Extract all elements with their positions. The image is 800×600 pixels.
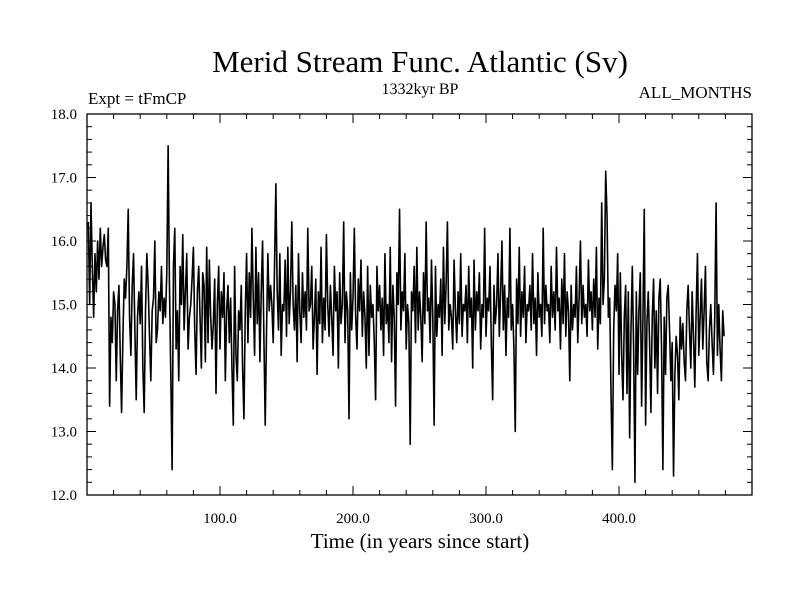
y-tick-label: 18.0 — [51, 107, 77, 123]
plot-frame — [86, 113, 753, 496]
months-label: ALL_MONTHS — [639, 83, 752, 102]
x-tick-label: 100.0 — [203, 511, 237, 527]
chart-title: Merid Stream Func. Atlantic (Sv) — [212, 44, 628, 79]
series-line — [87, 144, 725, 484]
y-tick-label: 14.0 — [51, 361, 77, 377]
y-tick-label: 17.0 — [51, 171, 77, 187]
period-label: 1332kyr BP — [382, 81, 459, 98]
y-tick-label: 13.0 — [51, 425, 77, 441]
x-axis-label: Time (in years since start) — [311, 529, 530, 553]
y-tick-label: 15.0 — [51, 298, 77, 314]
x-tick-label: 200.0 — [336, 511, 370, 527]
x-tick-label: 300.0 — [469, 511, 503, 527]
experiment-label: Expt = tFmCP — [88, 89, 186, 108]
y-tick-label: 12.0 — [51, 488, 77, 504]
x-tick-label: 400.0 — [602, 511, 636, 527]
tick-labels: 12.0 13.0 14.0 15.0 16.0 17.0 18.0 100.0 200.0 30… — [51, 107, 636, 527]
y-tick-label: 16.0 — [51, 234, 77, 250]
